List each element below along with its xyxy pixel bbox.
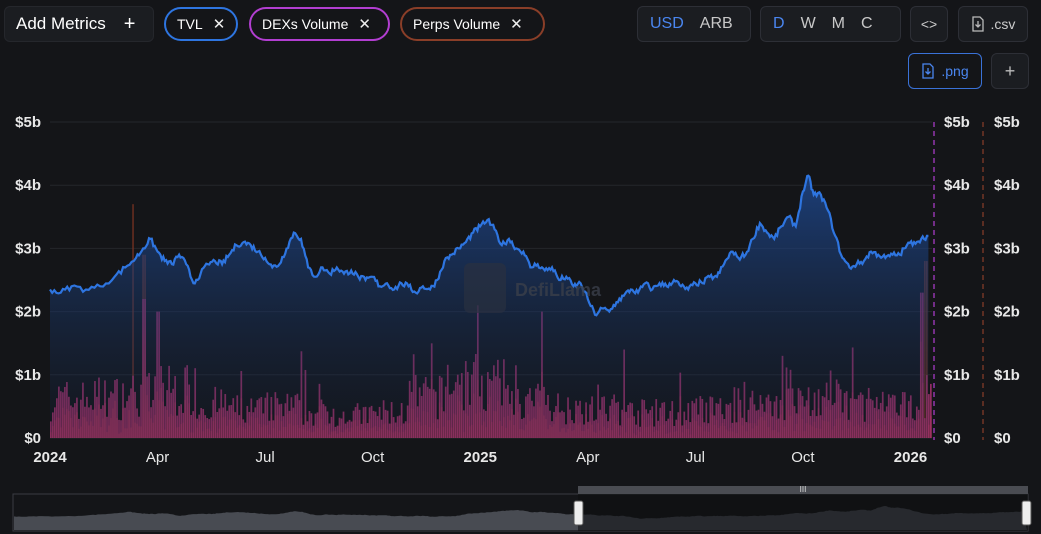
- y-tick-label: $5b: [944, 114, 970, 131]
- range-selector-window[interactable]: [578, 494, 1028, 531]
- png-label: .png: [941, 63, 969, 79]
- add-metrics-button[interactable]: Add Metrics +: [4, 6, 154, 42]
- add-chart-button[interactable]: +: [991, 53, 1029, 89]
- metric-chip-perps-volume[interactable]: Perps Volume ✕: [400, 7, 545, 41]
- dex-volume-bar: [927, 394, 930, 438]
- y-tick-label: $1b: [15, 367, 41, 384]
- y-tick-label: $0: [994, 430, 1011, 447]
- y-tick-label: $2b: [994, 304, 1020, 321]
- currency-option-arb[interactable]: ARB: [699, 15, 733, 32]
- chip-label: DEXs Volume: [262, 16, 349, 32]
- tvl-line: [49, 174, 929, 317]
- period-option-cumulative[interactable]: C: [861, 15, 873, 32]
- download-png-button[interactable]: .png: [908, 53, 982, 89]
- y-tick-label: $3b: [15, 240, 41, 257]
- y-tick-label: $2b: [15, 304, 41, 321]
- range-handle-left[interactable]: [573, 500, 584, 526]
- close-icon[interactable]: ✕: [510, 16, 523, 33]
- download-csv-button[interactable]: .csv: [958, 6, 1028, 42]
- y-tick-label: $4b: [944, 177, 970, 194]
- currency-toggle: USD ARB: [637, 6, 751, 42]
- x-tick-label: 2026: [894, 449, 927, 466]
- range-handle-right[interactable]: [1021, 500, 1032, 526]
- y-tick-label: $4b: [15, 177, 41, 194]
- y-tick-label: $5b: [994, 114, 1020, 131]
- embed-button[interactable]: <>: [910, 6, 948, 42]
- x-tick-label: Jul: [256, 449, 275, 466]
- close-icon[interactable]: ✕: [212, 16, 226, 33]
- period-toggle: D W M C: [760, 6, 901, 42]
- y-tick-label: $2b: [944, 304, 970, 321]
- watermark: DefiLlama: [464, 263, 602, 313]
- y-tick-label: $4b: [994, 177, 1020, 194]
- x-tick-label: Oct: [361, 449, 385, 466]
- chip-label: TVL: [177, 16, 203, 32]
- metric-chip-dexs-volume[interactable]: DEXs Volume ✕: [249, 7, 390, 41]
- llama-logo-icon: [464, 263, 506, 313]
- download-icon: [922, 63, 935, 79]
- period-option-daily[interactable]: D: [773, 15, 785, 32]
- y-tick-label: $5b: [15, 114, 41, 131]
- currency-option-usd[interactable]: USD: [650, 15, 684, 32]
- close-icon[interactable]: ✕: [358, 16, 371, 33]
- range-selector[interactable]: III: [12, 485, 1032, 532]
- x-tick-label: Jul: [686, 449, 705, 466]
- period-option-weekly[interactable]: W: [800, 15, 816, 32]
- dex-volume-bar: [929, 383, 932, 438]
- watermark-text: DefiLlama: [515, 280, 602, 300]
- x-tick-label: 2025: [464, 449, 497, 466]
- y-tick-label: $1b: [944, 367, 970, 384]
- csv-label: .csv: [990, 16, 1016, 32]
- x-tick-label: Apr: [146, 449, 169, 466]
- x-tick-label: Apr: [576, 449, 599, 466]
- metric-chip-tvl[interactable]: TVL ✕: [164, 7, 238, 41]
- drag-grip-icon: III: [800, 485, 807, 494]
- plus-icon: +: [123, 12, 136, 35]
- download-icon: [971, 16, 984, 32]
- chip-label: Perps Volume: [413, 16, 501, 32]
- x-tick-label: 2024: [33, 449, 67, 466]
- y-tick-label: $0: [944, 430, 961, 447]
- add-metrics-label: Add Metrics: [16, 14, 106, 33]
- y-tick-label: $0: [24, 430, 41, 447]
- x-tick-label: Oct: [791, 449, 815, 466]
- plus-icon: +: [1004, 60, 1016, 81]
- code-icon: <>: [920, 16, 938, 32]
- y-tick-label: $3b: [944, 240, 970, 257]
- period-option-monthly[interactable]: M: [831, 15, 845, 32]
- range-selector-drag-bar[interactable]: [578, 486, 1028, 494]
- y-tick-label: $1b: [994, 367, 1020, 384]
- y-tick-label: $3b: [994, 240, 1020, 257]
